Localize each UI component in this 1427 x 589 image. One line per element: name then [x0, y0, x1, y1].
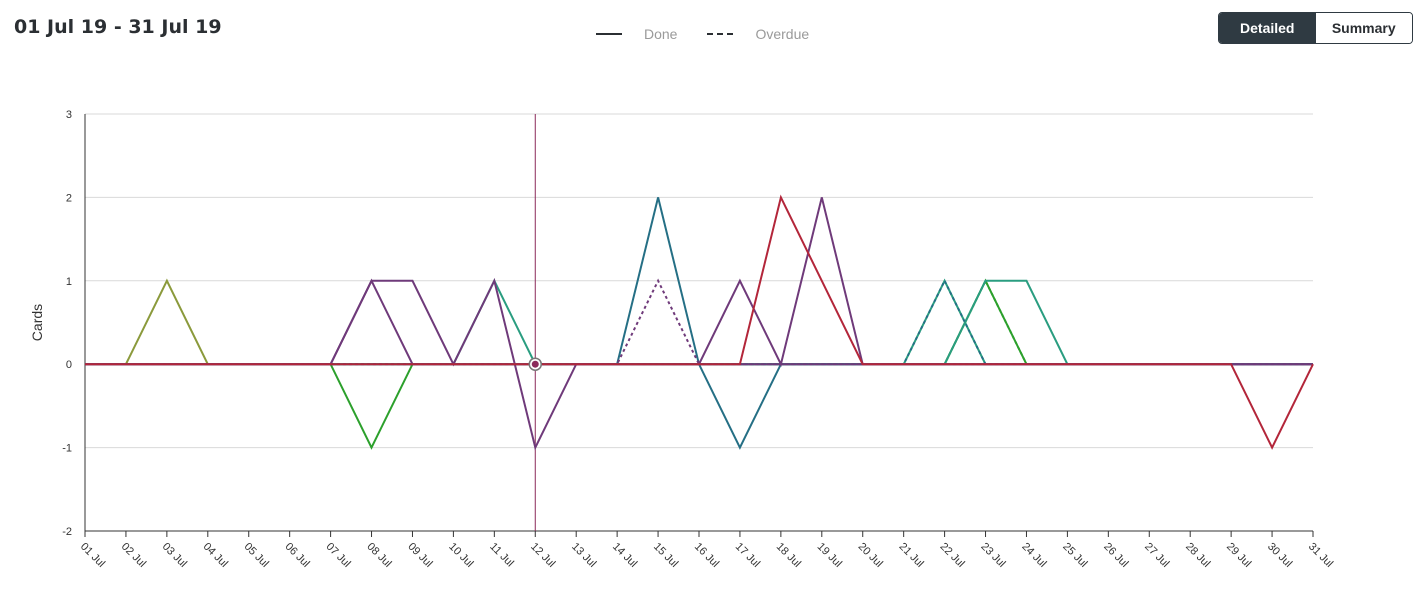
x-tick-label: 07 Jul	[323, 541, 352, 570]
x-tick-label: 22 Jul	[937, 541, 966, 570]
x-tick-label: 10 Jul	[446, 541, 475, 570]
x-tick-label: 20 Jul	[856, 541, 885, 570]
series-line	[85, 194, 1314, 450]
series-line	[85, 278, 1313, 366]
x-tick-label: 04 Jul	[201, 541, 230, 570]
summary-button[interactable]: Summary	[1315, 13, 1412, 43]
x-tick-label: 02 Jul	[119, 541, 148, 570]
series-line	[85, 278, 1313, 366]
legend-item-overdue[interactable]: Overdue	[707, 26, 809, 42]
x-tick-label: 30 Jul	[1265, 541, 1294, 570]
x-tick-label: 28 Jul	[1183, 541, 1212, 570]
x-tick-label: 12 Jul	[528, 541, 557, 570]
x-tick-label: 17 Jul	[733, 541, 762, 570]
x-tick-label: 11 Jul	[487, 541, 516, 570]
x-tick-label: 27 Jul	[1142, 541, 1171, 570]
view-toggle: Detailed Summary	[1218, 12, 1413, 44]
x-tick-label: 13 Jul	[569, 541, 598, 570]
x-tick-label: 06 Jul	[283, 541, 312, 570]
x-tick-label: 05 Jul	[242, 541, 271, 570]
x-tick-label: 19 Jul	[815, 541, 844, 570]
legend-label-overdue: Overdue	[755, 26, 810, 42]
x-tick-label: 23 Jul	[978, 541, 1007, 570]
x-tick-label: 18 Jul	[774, 541, 803, 570]
series-line	[85, 278, 1313, 366]
y-tick-label: 0	[66, 359, 72, 371]
x-tick-label: 01 Jul	[78, 541, 107, 570]
hover-marker-dot	[531, 360, 539, 368]
x-tick-label: 25 Jul	[1060, 541, 1089, 570]
x-tick-label: 08 Jul	[364, 541, 393, 570]
date-range-title: 01 Jul 19 - 31 Jul 19	[14, 16, 222, 38]
series-line	[85, 278, 1313, 366]
dashed-line-icon	[707, 33, 734, 35]
x-tick-label: 14 Jul	[610, 541, 639, 570]
series-line	[85, 278, 1313, 366]
x-tick-label: 21 Jul	[897, 541, 926, 570]
y-tick-label: 1	[66, 276, 72, 288]
legend-label-done: Done	[644, 26, 678, 42]
x-tick-label: 09 Jul	[405, 541, 434, 570]
x-tick-label: 16 Jul	[692, 541, 721, 570]
y-axis-label: Cards	[29, 304, 45, 341]
legend-item-done[interactable]: Done	[596, 26, 677, 42]
chart-legend: Done Overdue	[596, 25, 839, 43]
detailed-button[interactable]: Detailed	[1219, 13, 1316, 43]
y-tick-label: 2	[66, 192, 72, 204]
x-tick-label: 15 Jul	[651, 541, 680, 570]
y-tick-label: 3	[66, 109, 72, 121]
x-tick-label: 26 Jul	[1101, 541, 1130, 570]
series-line	[85, 278, 1313, 366]
x-tick-label: 24 Jul	[1019, 541, 1048, 570]
x-tick-label: 03 Jul	[160, 541, 189, 570]
series-line	[85, 197, 1313, 451]
y-tick-label: -1	[62, 443, 72, 455]
x-tick-label: 29 Jul	[1224, 541, 1253, 570]
x-tick-label: 31 Jul	[1306, 541, 1335, 570]
series-line	[85, 197, 1313, 450]
solid-line-icon	[596, 33, 622, 35]
series-line	[85, 279, 1313, 366]
y-tick-label: -2	[62, 526, 72, 538]
